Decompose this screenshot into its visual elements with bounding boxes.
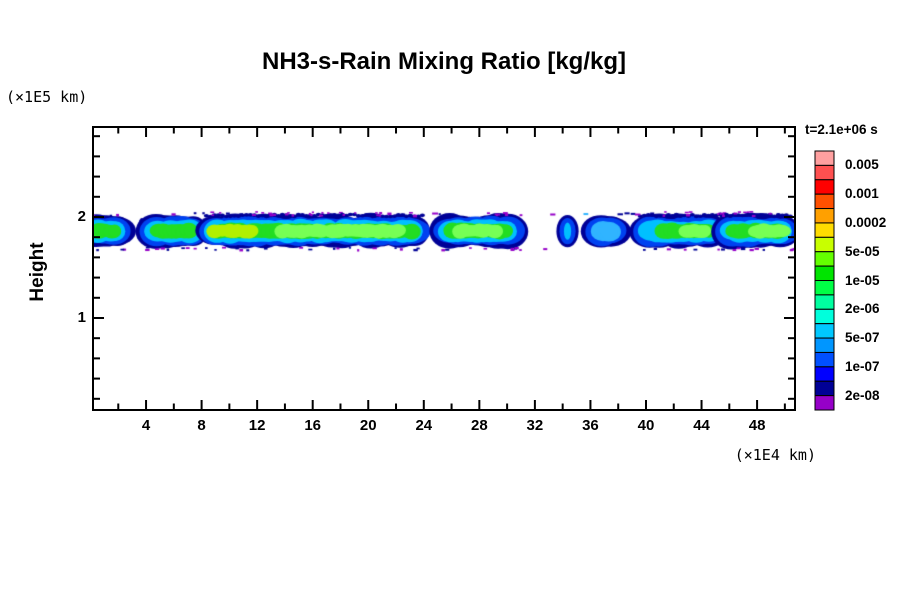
x-tick-label: 44 xyxy=(693,417,710,434)
colorbar-label: 1e-05 xyxy=(845,272,880,288)
colorbar-cell xyxy=(814,323,835,339)
x-tick-label: 36 xyxy=(582,417,599,434)
x-tick-label: 4 xyxy=(141,417,151,434)
time-label: t=2.1e+06 s xyxy=(805,122,878,137)
colorbar-cell xyxy=(814,164,835,181)
x-unit-label: (×1E4 km) xyxy=(734,446,816,464)
chart-title: NH3-s-Rain Mixing Ratio [kg/kg] xyxy=(261,48,627,75)
y-unit-label: (×1E5 km) xyxy=(6,88,88,106)
colorbar-cell xyxy=(814,150,835,166)
colorbar-cell xyxy=(814,337,835,353)
colorbar-label: 0.001 xyxy=(845,186,879,202)
colorbar-cell xyxy=(814,395,835,411)
colorbar-label: 2e-06 xyxy=(845,301,880,317)
colorbar-cell xyxy=(814,280,835,296)
colorbar-cell xyxy=(814,265,835,282)
colorbar-cell xyxy=(814,294,835,310)
colorbar-cell xyxy=(814,208,835,224)
x-tick-label: 32 xyxy=(526,417,544,434)
colorbar-label: 0.005 xyxy=(845,157,879,173)
x-tick-label: 12 xyxy=(248,417,266,434)
x-tick-label: 40 xyxy=(637,417,655,434)
colorbar-label: 5e-07 xyxy=(845,330,880,346)
x-tick-label: 24 xyxy=(415,417,433,434)
colorbar-label: 5e-05 xyxy=(845,243,880,259)
colorbar-cell xyxy=(814,351,835,368)
colorbar-cell xyxy=(814,236,835,253)
colorbar-label: 2e-08 xyxy=(845,387,880,403)
x-tick-label: 28 xyxy=(470,417,488,434)
x-tick-label: 20 xyxy=(359,417,377,434)
colorbar-cell xyxy=(814,251,835,267)
y-tick-label: 1 xyxy=(77,308,86,326)
heatmap-canvas xyxy=(93,127,795,410)
colorbar-cell xyxy=(814,308,835,325)
y-tick-label: 2 xyxy=(77,207,86,225)
colorbar-label: 0.0002 xyxy=(845,214,887,230)
colorbar-label: 1e-07 xyxy=(845,358,880,374)
x-tick-label: 16 xyxy=(304,417,322,434)
colorbar-cell xyxy=(814,193,835,210)
colorbar-cell xyxy=(814,366,835,382)
colorbar-cell xyxy=(814,222,835,238)
colorbar-cell xyxy=(814,179,835,195)
x-tick-label: 48 xyxy=(748,417,766,434)
x-tick-label: 8 xyxy=(197,417,206,434)
colorbar-cell xyxy=(814,380,835,397)
y-axis-title: Height xyxy=(27,242,48,302)
